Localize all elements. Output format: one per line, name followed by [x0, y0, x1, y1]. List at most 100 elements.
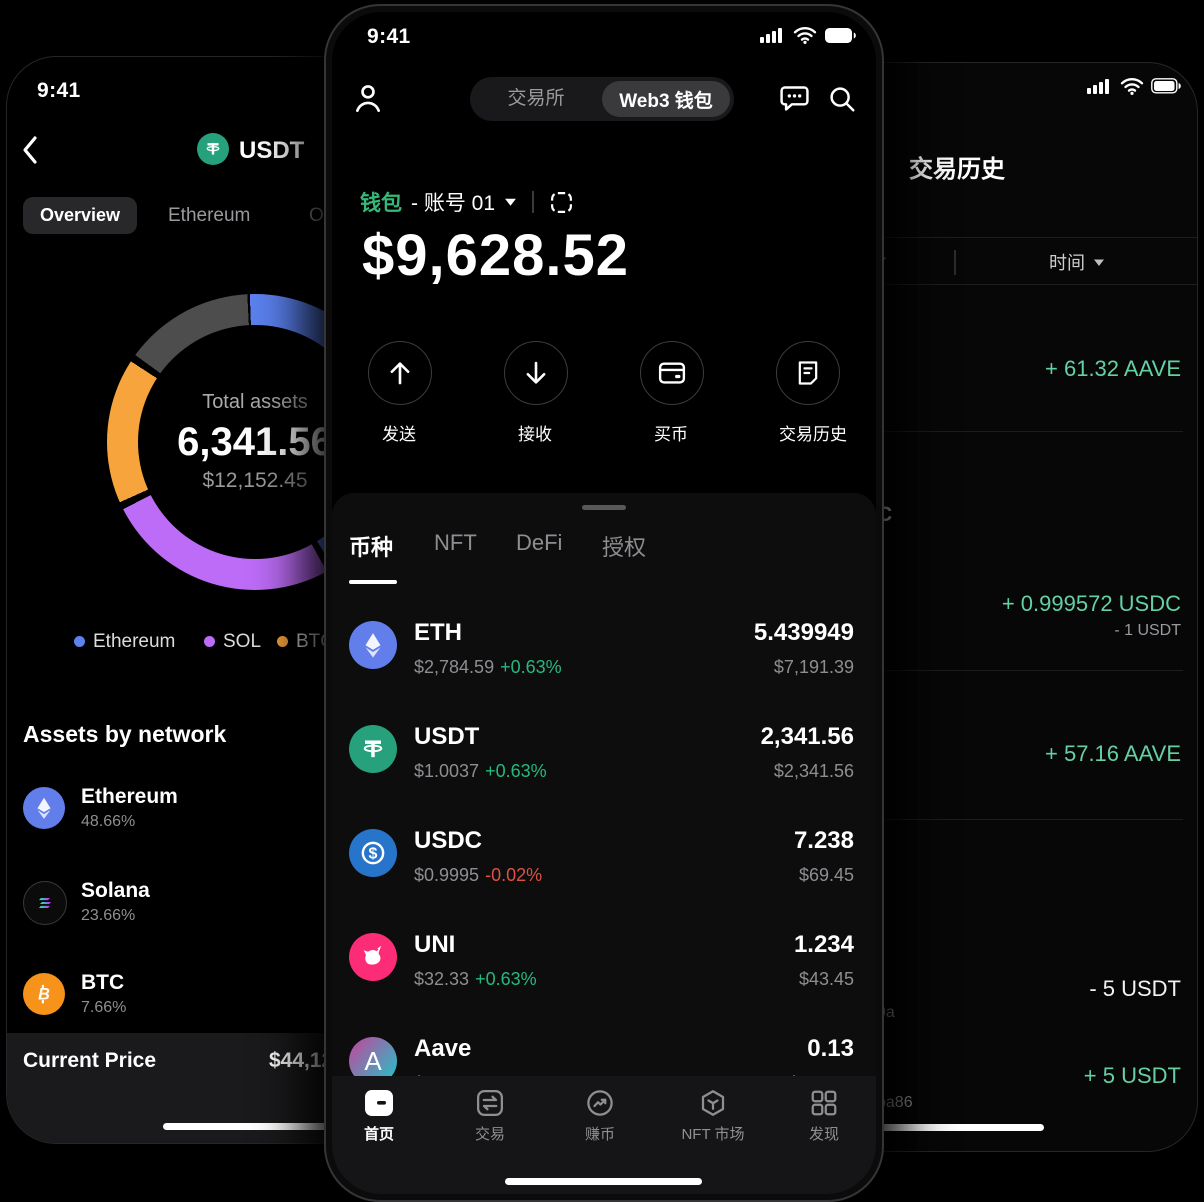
token-value: $7,191.39: [773, 657, 854, 677]
token-row-uni[interactable]: UNI $32.33 +0.63% 1.234 $43.45: [332, 923, 876, 1027]
chat-icon: [780, 86, 809, 111]
chevron-left-icon: [23, 136, 37, 164]
legend-sol: SOL: [204, 631, 261, 653]
legend-dot-btc: [277, 636, 288, 648]
drag-handle[interactable]: [582, 505, 626, 510]
active-tab-underline: [349, 580, 397, 584]
token-row-usdc[interactable]: $ USDC $0.9995 -0.02% 7.238 $69.45: [332, 819, 876, 923]
header-segmented-control: 交易所 Web3 钱包: [470, 77, 734, 121]
token-value: $69.45: [798, 865, 854, 885]
arrow-down-icon: [526, 361, 546, 384]
token-row-eth[interactable]: ETH $2,784.59 +0.63% 5.439949 $7,191.39: [332, 611, 876, 715]
usdc-icon: $: [349, 829, 397, 877]
total-assets-usd: $12,152.45: [202, 469, 308, 492]
receive-label[interactable]: 接收: [518, 425, 552, 444]
token-change: -0.02%: [485, 865, 543, 885]
tab-coins[interactable]: 币种: [349, 535, 394, 560]
token-change: +0.63%: [485, 761, 547, 781]
history-title: 交易历史: [909, 156, 1005, 183]
nav-trade[interactable]: 交易: [445, 1088, 535, 1144]
signal-icon: [760, 28, 782, 43]
tab-exchange[interactable]: 交易所: [507, 88, 565, 109]
chat-button[interactable]: [779, 83, 810, 114]
send-button[interactable]: [368, 341, 432, 405]
send-label[interactable]: 发送: [382, 425, 416, 444]
tx-amount[interactable]: + 0.999572 USDC: [1001, 591, 1181, 616]
nft-hexagon-icon: [701, 1090, 725, 1116]
token-price: $1.0037: [414, 761, 480, 781]
person-icon: [356, 85, 380, 112]
search-button[interactable]: [827, 84, 857, 114]
receive-button[interactable]: [504, 341, 568, 405]
tab-clipped[interactable]: O: [309, 205, 324, 226]
tab-nft[interactable]: NFT: [434, 530, 477, 555]
wifi-icon: [1120, 77, 1144, 95]
buy-crypto-button[interactable]: [640, 341, 704, 405]
home-indicator[interactable]: [505, 1178, 702, 1185]
network-row-solana[interactable]: Solana 23.66%: [23, 879, 363, 927]
token-amount: 1.234: [793, 931, 854, 958]
filter-divider: [954, 250, 956, 275]
trade-icon: [477, 1090, 503, 1116]
time-filter[interactable]: 时间: [1049, 249, 1105, 275]
network-row-ethereum[interactable]: Ethereum 48.66%: [23, 785, 363, 833]
total-assets-label: Total assets: [202, 391, 308, 413]
history-button[interactable]: [776, 341, 840, 405]
solana-icon: [23, 881, 67, 925]
account-selector[interactable]: 钱包 - 账号 01: [360, 187, 574, 217]
home-indicator[interactable]: [163, 1123, 363, 1130]
status-time: 9:41: [37, 79, 81, 102]
tab-web3-wallet[interactable]: Web3 钱包: [602, 81, 730, 117]
status-icons: [760, 26, 856, 44]
donut-center-text: Total assets 6,341.56 $12,152.45: [107, 294, 403, 590]
center-screen: 9:41 交易所 Web3 钱包: [332, 12, 876, 1194]
nav-discover[interactable]: 发现: [779, 1088, 869, 1144]
tab-ethereum[interactable]: Ethereum: [168, 205, 251, 226]
tx-amount[interactable]: - 5 USDT: [1089, 976, 1181, 1001]
token-amount: 2,341.56: [760, 723, 854, 750]
token-value: $2,341.56: [773, 761, 854, 781]
page-title: USDT: [239, 137, 305, 164]
uni-icon: [349, 933, 397, 981]
back-button[interactable]: [21, 135, 39, 165]
account-label: - 账号 01: [411, 192, 496, 215]
signal-icon: [1087, 79, 1109, 94]
token-row-usdt[interactable]: USDT $1.0037 +0.63% 2,341.56 $2,341.56: [332, 715, 876, 819]
eth-icon: [349, 621, 397, 669]
tab-defi[interactable]: DeFi: [516, 530, 563, 555]
svg-text:$: $: [369, 846, 378, 863]
assets-by-network-heading: Assets by network: [23, 721, 227, 747]
current-price-value: $44,12: [269, 1049, 334, 1072]
nav-nft-market[interactable]: NFT 市场: [668, 1088, 758, 1144]
legend-dot-ethereum: [74, 636, 85, 648]
caret-down-icon: [505, 198, 516, 206]
tab-overview[interactable]: Overview: [23, 197, 137, 234]
status-icons: [1087, 77, 1181, 95]
history-label[interactable]: 交易历史: [779, 425, 847, 444]
btc-icon: B: [23, 973, 65, 1015]
buy-crypto-label[interactable]: 买币: [654, 425, 688, 444]
earn-icon: [587, 1090, 613, 1116]
home-icon: [365, 1090, 393, 1116]
nav-home[interactable]: 首页: [334, 1088, 424, 1144]
total-assets-value: 6,341.56: [177, 420, 333, 464]
tx-amount[interactable]: + 57.16 AAVE: [1045, 741, 1181, 766]
tab-approvals[interactable]: 授权: [602, 535, 647, 560]
receipt-icon: [798, 361, 818, 385]
token-price: $32.33: [414, 969, 470, 989]
wallet-label: 钱包: [360, 192, 402, 215]
tx-amount[interactable]: + 5 USDT: [1083, 1063, 1181, 1088]
usdt-icon: [349, 725, 397, 773]
tx-amount[interactable]: + 61.32 AAVE: [1045, 356, 1181, 381]
nav-earn[interactable]: 赚币: [555, 1088, 645, 1144]
search-icon: [830, 87, 855, 112]
scan-icon[interactable]: [549, 190, 574, 215]
home-indicator[interactable]: [878, 1124, 1044, 1131]
token-change: +0.63%: [475, 969, 537, 989]
usdt-icon: [197, 133, 229, 165]
tx-sub-amount: - 1 USDT: [1114, 622, 1181, 639]
total-balance: $9,628.52: [362, 223, 630, 288]
discover-grid-icon: [811, 1090, 837, 1116]
profile-button[interactable]: [352, 82, 384, 114]
network-row-btc[interactable]: B BTC 7.66%: [23, 971, 363, 1019]
